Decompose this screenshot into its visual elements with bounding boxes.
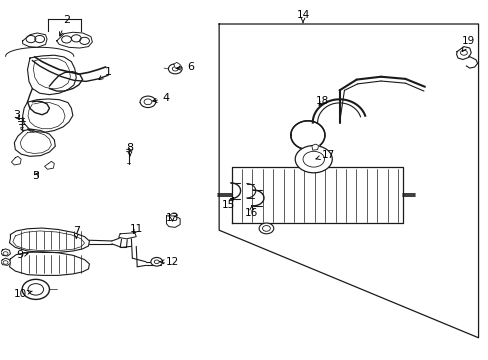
Text: 9: 9 (17, 250, 28, 260)
Polygon shape (0, 258, 10, 265)
Polygon shape (311, 144, 318, 150)
Text: 15: 15 (222, 197, 235, 210)
Polygon shape (290, 121, 324, 149)
Text: 1: 1 (99, 67, 111, 80)
Text: 11: 11 (129, 225, 142, 234)
Text: 4: 4 (152, 93, 170, 103)
Text: 7: 7 (73, 226, 80, 239)
Polygon shape (168, 213, 177, 216)
Polygon shape (0, 249, 10, 256)
Polygon shape (119, 233, 136, 239)
Text: 18: 18 (315, 96, 328, 106)
Polygon shape (57, 32, 92, 48)
Polygon shape (22, 99, 73, 132)
Text: 14: 14 (296, 10, 309, 23)
Polygon shape (173, 62, 180, 68)
Text: 10: 10 (14, 289, 32, 299)
Circle shape (295, 145, 331, 173)
Text: 17: 17 (315, 150, 334, 160)
Polygon shape (9, 252, 89, 275)
Polygon shape (14, 129, 55, 156)
Text: 6: 6 (176, 62, 194, 72)
Text: 13: 13 (165, 213, 179, 222)
Circle shape (140, 96, 156, 108)
Polygon shape (22, 33, 47, 47)
Text: 3: 3 (13, 111, 20, 121)
Text: 16: 16 (244, 206, 258, 219)
Circle shape (259, 223, 273, 234)
Text: 2: 2 (60, 15, 70, 36)
Text: 19: 19 (461, 36, 474, 51)
Text: 12: 12 (160, 257, 179, 267)
Text: 5: 5 (32, 171, 39, 181)
Polygon shape (166, 216, 180, 227)
Polygon shape (456, 46, 470, 59)
Polygon shape (27, 55, 76, 95)
Polygon shape (232, 167, 402, 223)
Polygon shape (11, 156, 21, 165)
Text: 8: 8 (126, 143, 133, 156)
Circle shape (22, 279, 49, 300)
Circle shape (151, 257, 162, 266)
Polygon shape (9, 228, 89, 252)
Polygon shape (44, 161, 54, 169)
